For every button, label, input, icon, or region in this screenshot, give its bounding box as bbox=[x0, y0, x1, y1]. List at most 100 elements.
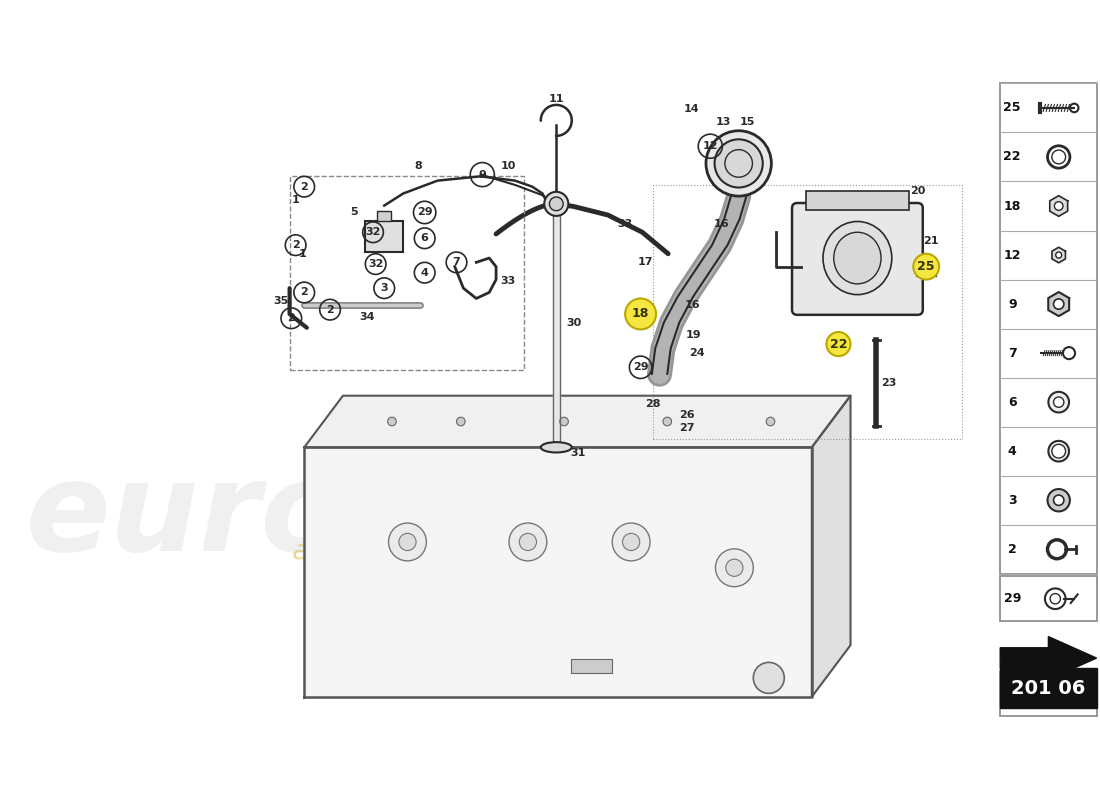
Text: 32: 32 bbox=[367, 259, 383, 269]
Text: 2: 2 bbox=[1008, 542, 1016, 556]
Polygon shape bbox=[1049, 196, 1068, 216]
Polygon shape bbox=[1052, 247, 1066, 262]
Text: 7: 7 bbox=[452, 258, 461, 267]
Bar bbox=[1000, 671, 1097, 716]
Text: 6: 6 bbox=[420, 234, 429, 243]
Text: 5: 5 bbox=[350, 207, 358, 218]
Circle shape bbox=[544, 192, 569, 216]
Text: 12: 12 bbox=[703, 142, 718, 151]
Text: 1: 1 bbox=[298, 249, 307, 258]
Text: 33: 33 bbox=[500, 276, 516, 286]
Text: 20: 20 bbox=[910, 186, 925, 196]
Text: 18: 18 bbox=[1003, 199, 1021, 213]
Circle shape bbox=[388, 523, 427, 561]
Text: 22: 22 bbox=[829, 338, 847, 350]
Text: 34: 34 bbox=[360, 313, 375, 322]
Text: 26: 26 bbox=[679, 410, 695, 421]
Text: 32: 32 bbox=[365, 227, 381, 238]
Circle shape bbox=[519, 534, 537, 550]
Circle shape bbox=[549, 197, 563, 210]
Text: 27: 27 bbox=[680, 422, 695, 433]
Circle shape bbox=[715, 139, 762, 187]
Circle shape bbox=[1054, 299, 1064, 310]
Text: 9: 9 bbox=[478, 170, 486, 180]
Circle shape bbox=[613, 523, 650, 561]
Bar bbox=[1000, 669, 1097, 708]
Text: 2: 2 bbox=[300, 287, 308, 298]
Text: 16: 16 bbox=[684, 300, 700, 310]
Text: 8: 8 bbox=[415, 161, 422, 171]
Text: 13: 13 bbox=[715, 117, 730, 127]
Text: 25: 25 bbox=[917, 260, 935, 273]
Text: 28: 28 bbox=[645, 399, 660, 410]
Circle shape bbox=[726, 559, 742, 576]
Text: 18: 18 bbox=[631, 307, 649, 321]
Text: 19: 19 bbox=[685, 330, 701, 341]
Circle shape bbox=[706, 130, 771, 196]
Text: 30: 30 bbox=[565, 318, 581, 327]
Bar bbox=[806, 191, 909, 210]
Circle shape bbox=[767, 418, 774, 426]
Text: 16: 16 bbox=[714, 218, 729, 229]
Text: eurospares: eurospares bbox=[25, 456, 815, 577]
Text: 22: 22 bbox=[1003, 150, 1021, 163]
Text: 201 06: 201 06 bbox=[1011, 678, 1086, 698]
Bar bbox=[1000, 83, 1097, 574]
Polygon shape bbox=[553, 210, 560, 443]
Text: 1: 1 bbox=[292, 195, 299, 206]
Text: 2: 2 bbox=[300, 182, 308, 192]
Text: 7: 7 bbox=[1008, 346, 1016, 360]
Text: 29: 29 bbox=[417, 207, 432, 218]
Text: 17: 17 bbox=[638, 258, 653, 267]
Text: 2: 2 bbox=[292, 240, 299, 250]
Circle shape bbox=[754, 662, 784, 694]
Text: 6: 6 bbox=[1008, 396, 1016, 409]
Circle shape bbox=[826, 332, 850, 356]
Text: 32: 32 bbox=[1003, 687, 1021, 700]
Circle shape bbox=[1048, 392, 1069, 413]
Text: 2: 2 bbox=[287, 314, 295, 323]
Polygon shape bbox=[1048, 292, 1069, 316]
Text: 10: 10 bbox=[500, 161, 516, 171]
Text: 23: 23 bbox=[881, 378, 896, 388]
Ellipse shape bbox=[823, 222, 892, 294]
Text: 21: 21 bbox=[923, 236, 938, 246]
Polygon shape bbox=[305, 447, 812, 697]
Text: 35: 35 bbox=[274, 296, 288, 306]
Ellipse shape bbox=[541, 442, 572, 453]
Text: 3: 3 bbox=[381, 283, 388, 293]
Text: 4: 4 bbox=[420, 268, 429, 278]
Bar bbox=[1062, 688, 1074, 698]
Circle shape bbox=[456, 418, 465, 426]
Ellipse shape bbox=[834, 232, 881, 284]
Circle shape bbox=[560, 418, 569, 426]
Text: 33: 33 bbox=[617, 218, 632, 229]
Text: 24: 24 bbox=[690, 348, 705, 358]
Text: 29: 29 bbox=[1003, 592, 1021, 606]
Text: 3: 3 bbox=[1008, 494, 1016, 506]
Text: 31: 31 bbox=[570, 448, 585, 458]
Text: a passion for parts since 1982: a passion for parts since 1982 bbox=[289, 536, 706, 651]
Circle shape bbox=[1048, 441, 1069, 462]
Bar bbox=[1000, 576, 1097, 621]
Polygon shape bbox=[812, 396, 850, 697]
Text: 9: 9 bbox=[1008, 298, 1016, 310]
Text: 29: 29 bbox=[632, 362, 648, 372]
Text: 12: 12 bbox=[1003, 249, 1021, 262]
Bar bbox=[365, 221, 404, 252]
Polygon shape bbox=[305, 396, 850, 447]
Circle shape bbox=[1052, 444, 1066, 458]
Circle shape bbox=[1054, 495, 1064, 506]
Circle shape bbox=[509, 523, 547, 561]
Text: 14: 14 bbox=[683, 104, 700, 114]
Circle shape bbox=[623, 534, 640, 550]
Bar bbox=[377, 210, 392, 221]
Circle shape bbox=[1054, 397, 1064, 407]
Text: 4: 4 bbox=[1008, 445, 1016, 458]
Text: 15: 15 bbox=[739, 117, 755, 127]
Circle shape bbox=[715, 549, 754, 586]
Polygon shape bbox=[1000, 637, 1097, 679]
Circle shape bbox=[387, 418, 396, 426]
Circle shape bbox=[1047, 489, 1070, 511]
Circle shape bbox=[913, 254, 939, 279]
